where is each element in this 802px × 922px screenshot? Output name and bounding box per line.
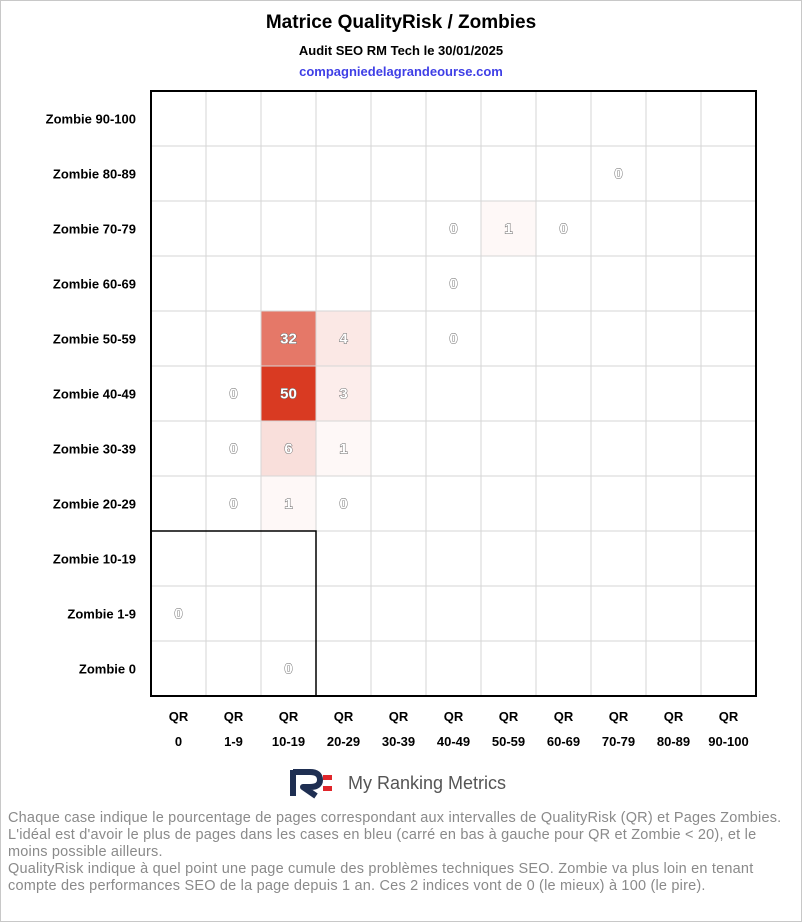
cell-value-label: 1: [284, 496, 292, 513]
y-tick-label: Zombie 70-79: [53, 222, 136, 237]
site-domain: compagniedelagrandeourse.com: [299, 64, 503, 79]
heatmap-cell: [261, 421, 316, 476]
chart-subtitle: Audit SEO RM Tech le 30/01/2025: [298, 43, 504, 58]
heatmap-cell: [261, 311, 316, 366]
cell-value-label: 50: [280, 386, 297, 403]
cell-value-label: 0: [449, 331, 457, 348]
y-tick-label: Zombie 30-39: [53, 442, 136, 457]
x-tick-label: 60-69: [547, 734, 580, 749]
cell-value-label: 1: [339, 441, 347, 458]
heatmap-chart: 0 0 1 0 0 32 4 0 0 50 3 0 6 1 0 1 0 0 0 Zombie 90-100 Zombie…: [46, 90, 757, 749]
heatmap-cell: [316, 311, 371, 366]
x-tick-prefix: QR: [609, 709, 629, 724]
x-tick-prefix: QR: [169, 709, 189, 724]
heatmap-cell: [316, 366, 371, 421]
y-tick-label: Zombie 60-69: [53, 277, 136, 292]
y-tick-label: Zombie 90-100: [46, 112, 136, 127]
x-tick-label: 80-89: [657, 734, 690, 749]
cell-value-label: 32: [280, 331, 297, 348]
x-tick-label: 10-19: [272, 734, 305, 749]
x-tick-label: 20-29: [327, 734, 360, 749]
x-tick-prefix: QR: [444, 709, 464, 724]
x-tick-prefix: QR: [389, 709, 409, 724]
cell-value-label: 0: [449, 276, 457, 293]
x-tick-prefix: QR: [279, 709, 299, 724]
y-tick-label: Zombie 10-19: [53, 552, 136, 567]
x-tick-label: 1-9: [224, 734, 243, 749]
cell-value-label: 0: [174, 606, 182, 623]
y-tick-label: Zombie 40-49: [53, 387, 136, 402]
x-tick-prefix: QR: [664, 709, 684, 724]
y-tick-label: Zombie 20-29: [53, 497, 136, 512]
cell-value-label: 0: [229, 386, 237, 403]
y-tick-label: Zombie 0: [79, 662, 136, 677]
y-tick-label: Zombie 80-89: [53, 167, 136, 182]
plot-border: [150, 90, 757, 697]
cell-value-label: 6: [284, 441, 292, 458]
brand-logo-icon: [290, 769, 332, 799]
y-tick-label: Zombie 50-59: [53, 332, 136, 347]
cell-value-label: 0: [229, 441, 237, 458]
cell-value-label: 0: [449, 221, 457, 238]
x-tick-prefix: QR: [334, 709, 354, 724]
cell-value-label: 0: [559, 221, 567, 238]
x-tick-label: 70-79: [602, 734, 635, 749]
cell-value-label: 0: [614, 166, 622, 183]
cell-value-label: 4: [339, 331, 348, 348]
chart-title: Matrice QualityRisk / Zombies: [265, 12, 537, 33]
footer-notes: Chaque case indique le pourcentage de pa…: [8, 810, 794, 895]
x-tick-prefix: QR: [554, 709, 574, 724]
brand-logo: My Ranking Metrics: [290, 766, 506, 800]
y-tick-label: Zombie 1-9: [67, 607, 136, 622]
heatmap-cell: [261, 476, 316, 531]
x-tick-label: 40-49: [437, 734, 470, 749]
brand-name: My Ranking Metrics: [348, 772, 507, 793]
x-tick-label: 0: [175, 734, 182, 749]
x-tick-prefix: QR: [719, 709, 739, 724]
cell-value-label: 3: [339, 386, 347, 403]
heatmap-cell: [481, 201, 536, 256]
x-tick-prefix: QR: [499, 709, 519, 724]
footer-text-1: Chaque case indique le pourcentage de pa…: [8, 810, 782, 860]
heatmap-cell: [261, 366, 316, 421]
cell-value-label: 1: [504, 221, 512, 238]
x-tick-label: 90-100: [708, 734, 748, 749]
cell-value-label: 0: [229, 496, 237, 513]
footer-text-2: QualityRisk indique à quel point une pag…: [8, 861, 754, 894]
cell-value-label: 0: [284, 661, 292, 678]
cell-value-label: 0: [339, 496, 347, 513]
x-tick-label: 30-39: [382, 734, 415, 749]
heatmap-cell: [316, 421, 371, 476]
x-tick-label: 50-59: [492, 734, 525, 749]
x-tick-prefix: QR: [224, 709, 244, 724]
